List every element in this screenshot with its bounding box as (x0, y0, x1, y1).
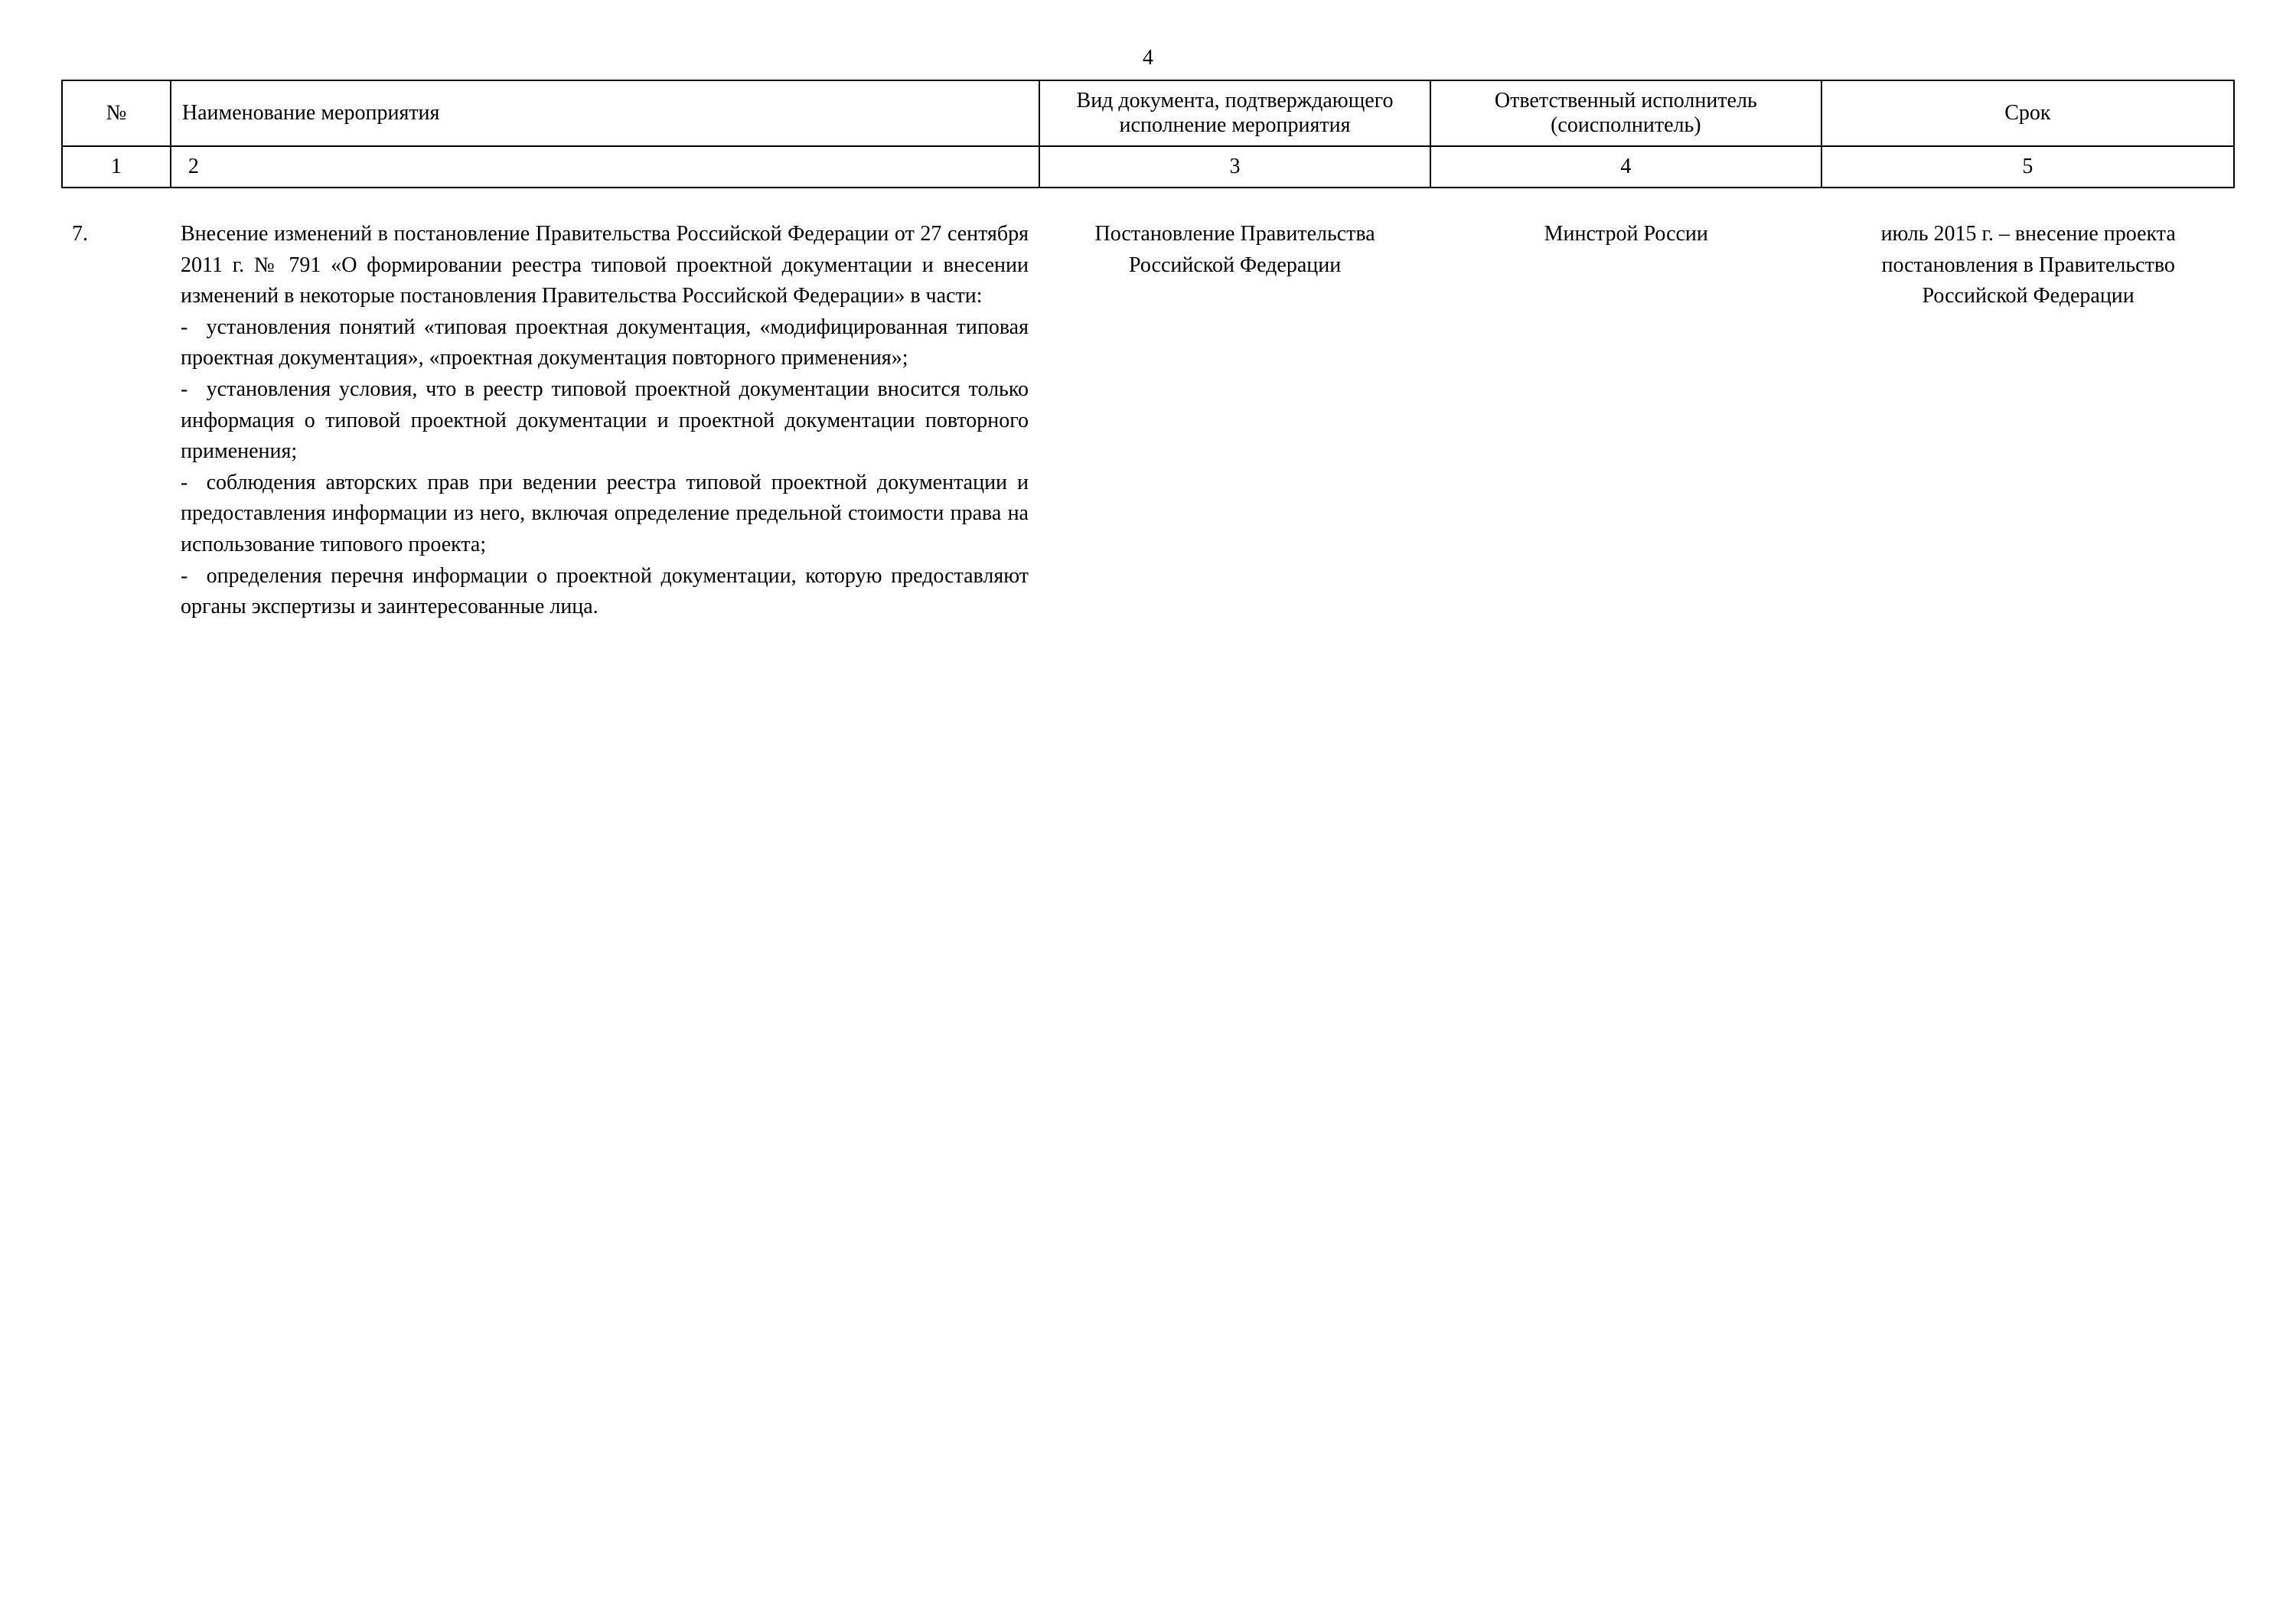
dash-icon: - (181, 374, 207, 406)
body-row-7: 7. Внесение изменений в постановление Пр… (61, 219, 2235, 623)
row-bullet-1: -установления понятий «типовая проектная… (181, 312, 1029, 374)
dash-icon: - (181, 561, 207, 592)
row-resp: Минстрой России (1430, 219, 1821, 623)
row-date: июль 2015 г. – внесение проекта постанов… (1821, 219, 2235, 623)
row-number: 7. (61, 219, 170, 623)
colnum-4: 4 (1430, 146, 1821, 188)
colnum-3: 3 (1039, 146, 1430, 188)
column-number-row: 1 2 3 4 5 (62, 146, 2234, 188)
header-resp: Ответственный исполнитель (соисполнитель… (1430, 80, 1821, 146)
row-name-intro: Внесение изменений в постановление Прави… (181, 219, 1029, 312)
row-name: Внесение изменений в постановление Прави… (170, 219, 1039, 623)
row-bullet-1-text: установления понятий «типовая проектная … (181, 315, 1029, 370)
header-date: Срок (1821, 80, 2234, 146)
header-table: № Наименование мероприятия Вид документа… (61, 80, 2235, 188)
dash-icon: - (181, 312, 207, 344)
row-doc: Постановление Правительства Российской Ф… (1039, 219, 1430, 623)
page-number: 4 (61, 46, 2235, 70)
row-bullet-4-text: определения перечня информации о проектн… (181, 564, 1029, 619)
colnum-2: 2 (171, 146, 1039, 188)
row-bullet-2: -установления условия, что в реестр типо… (181, 374, 1029, 468)
header-name: Наименование мероприятия (171, 80, 1039, 146)
colnum-5: 5 (1821, 146, 2234, 188)
header-num: № (62, 80, 171, 146)
row-bullet-3: -соблюдения авторских прав при ведении р… (181, 468, 1029, 561)
header-row: № Наименование мероприятия Вид документа… (62, 80, 2234, 146)
row-bullet-2-text: установления условия, что в реестр типов… (181, 377, 1029, 463)
dash-icon: - (181, 468, 207, 499)
header-doc: Вид документа, подтверждающего исполнени… (1039, 80, 1430, 146)
row-bullet-3-text: соблюдения авторских прав при ведении ре… (181, 471, 1029, 556)
row-bullet-4: -определения перечня информации о проект… (181, 561, 1029, 623)
colnum-1: 1 (62, 146, 171, 188)
